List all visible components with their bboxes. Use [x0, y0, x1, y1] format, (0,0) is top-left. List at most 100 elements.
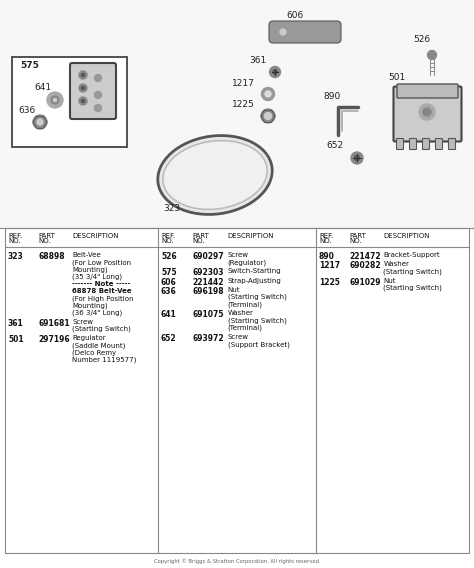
FancyBboxPatch shape — [269, 21, 341, 43]
Text: PART: PART — [193, 233, 210, 239]
Text: (For Low Position: (For Low Position — [73, 259, 131, 266]
Text: 575: 575 — [20, 61, 39, 70]
Circle shape — [51, 96, 59, 104]
Text: (Terminal): (Terminal) — [228, 301, 263, 308]
Text: NO.: NO. — [8, 238, 21, 244]
Circle shape — [273, 70, 277, 74]
Circle shape — [33, 115, 47, 129]
Text: DESCRIPTION: DESCRIPTION — [73, 233, 119, 239]
Text: 652: 652 — [327, 141, 344, 150]
Text: 526: 526 — [161, 252, 177, 261]
FancyBboxPatch shape — [393, 86, 462, 141]
Circle shape — [37, 119, 43, 125]
Text: 691075: 691075 — [193, 310, 224, 319]
Circle shape — [82, 99, 84, 102]
Text: PART: PART — [39, 233, 55, 239]
Text: (Regulator): (Regulator) — [228, 259, 267, 266]
Bar — [12, 57, 127, 147]
Text: 323: 323 — [8, 252, 24, 261]
FancyBboxPatch shape — [422, 139, 429, 149]
Text: 526: 526 — [413, 35, 430, 44]
Text: 606: 606 — [286, 11, 304, 20]
Text: NO.: NO. — [161, 238, 173, 244]
Circle shape — [79, 71, 87, 79]
Text: 575: 575 — [161, 269, 177, 277]
Text: Washer: Washer — [228, 310, 254, 316]
Text: REF.: REF. — [161, 233, 175, 239]
Text: 652: 652 — [161, 334, 177, 343]
Text: Regulator: Regulator — [73, 335, 106, 341]
Text: DESCRIPTION: DESCRIPTION — [228, 233, 274, 239]
Text: NO.: NO. — [193, 238, 205, 244]
FancyBboxPatch shape — [436, 139, 443, 149]
Text: (Saddle Mount): (Saddle Mount) — [73, 343, 126, 349]
Text: Copyright © Briggs & Stratton Corporation. All rights reserved.: Copyright © Briggs & Stratton Corporatio… — [154, 558, 320, 563]
Text: 696198: 696198 — [193, 287, 224, 296]
Circle shape — [280, 29, 286, 35]
Text: (Starting Switch): (Starting Switch) — [383, 285, 442, 291]
Text: Mounting): Mounting) — [73, 302, 108, 309]
Circle shape — [264, 112, 272, 119]
Circle shape — [351, 152, 363, 164]
Text: 1217: 1217 — [319, 261, 340, 270]
Text: 501: 501 — [8, 335, 24, 344]
Text: Strap-Adjusting: Strap-Adjusting — [228, 278, 281, 283]
Circle shape — [82, 86, 84, 90]
Text: 323: 323 — [164, 204, 181, 213]
Text: 641: 641 — [161, 310, 177, 319]
Text: (35 3/4" Long): (35 3/4" Long) — [73, 274, 122, 280]
Text: DESCRIPTION: DESCRIPTION — [383, 233, 430, 239]
Text: Nut: Nut — [228, 287, 240, 293]
Text: 890: 890 — [323, 92, 341, 101]
Circle shape — [428, 51, 437, 60]
Text: 221442: 221442 — [193, 278, 224, 287]
Text: (Terminal): (Terminal) — [228, 325, 263, 331]
Text: 606: 606 — [161, 278, 177, 287]
Circle shape — [54, 98, 56, 102]
Bar — [5, 228, 469, 553]
Text: 68898: 68898 — [39, 252, 65, 261]
Circle shape — [262, 87, 274, 101]
Text: 1225: 1225 — [232, 100, 255, 109]
Text: 636: 636 — [161, 287, 177, 296]
Ellipse shape — [163, 140, 267, 210]
Text: (Starting Switch): (Starting Switch) — [228, 318, 286, 324]
Text: PART: PART — [350, 233, 366, 239]
Circle shape — [270, 66, 281, 77]
Circle shape — [47, 92, 63, 108]
Circle shape — [94, 74, 101, 81]
Text: Screw: Screw — [228, 334, 248, 340]
Text: Nut: Nut — [383, 278, 396, 283]
Circle shape — [419, 104, 435, 120]
Text: 690282: 690282 — [350, 261, 381, 270]
Text: (Support Bracket): (Support Bracket) — [228, 341, 290, 348]
Circle shape — [423, 108, 431, 116]
Text: 690297: 690297 — [193, 252, 224, 261]
Circle shape — [79, 97, 87, 105]
Text: NO.: NO. — [319, 238, 332, 244]
Text: (Starting Switch): (Starting Switch) — [73, 326, 131, 332]
Text: 221472: 221472 — [350, 252, 381, 261]
Text: (36 3/4" Long): (36 3/4" Long) — [73, 310, 123, 316]
Text: NO.: NO. — [350, 238, 362, 244]
Text: Bracket-Support: Bracket-Support — [383, 252, 440, 258]
Text: Mounting): Mounting) — [73, 266, 108, 273]
FancyBboxPatch shape — [70, 63, 116, 119]
FancyBboxPatch shape — [448, 139, 456, 149]
Text: (Starting Switch): (Starting Switch) — [383, 269, 442, 275]
Text: 297196: 297196 — [39, 335, 70, 344]
Text: 890: 890 — [319, 252, 335, 261]
Text: 692303: 692303 — [193, 269, 224, 277]
Text: Washer: Washer — [383, 261, 409, 267]
Text: Screw: Screw — [73, 319, 93, 325]
Circle shape — [265, 91, 271, 97]
Text: REF.: REF. — [319, 233, 333, 239]
Ellipse shape — [158, 136, 272, 215]
Text: 691029: 691029 — [350, 278, 381, 287]
Text: (Delco Remy: (Delco Remy — [73, 349, 117, 356]
Text: 1225: 1225 — [319, 278, 340, 287]
Text: ------- Note -----: ------- Note ----- — [73, 281, 131, 287]
Text: 641: 641 — [35, 83, 52, 92]
Text: Number 1119577): Number 1119577) — [73, 357, 137, 364]
Text: 1217: 1217 — [232, 79, 255, 88]
